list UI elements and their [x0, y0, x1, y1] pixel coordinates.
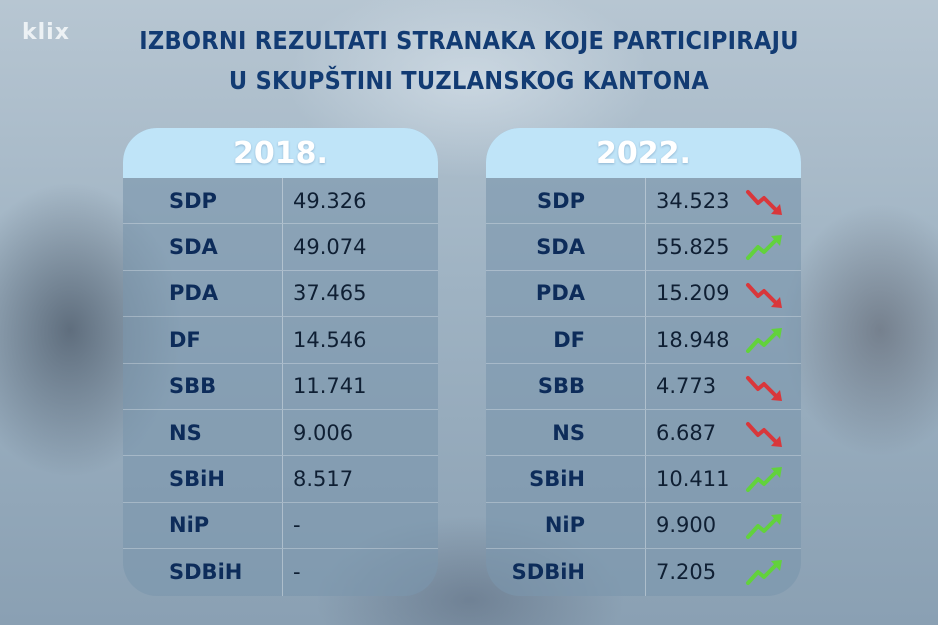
trend-up-arrow-icon	[746, 467, 782, 493]
party-name: NiP	[486, 502, 646, 549]
trend-up-arrow-icon	[746, 560, 782, 586]
party-name: PDA	[123, 270, 283, 317]
party-name: NS	[486, 409, 646, 456]
trend-down-arrow-icon	[746, 282, 782, 308]
party-name: SBB	[123, 363, 283, 409]
party-name: SDA	[486, 224, 646, 270]
table-row: NiP -	[123, 502, 438, 550]
table-row: PDA 15.209	[486, 270, 801, 318]
table-row: SDBiH 7.205	[486, 549, 801, 596]
trend-up-arrow-icon	[746, 235, 782, 261]
party-name: SDP	[486, 178, 646, 224]
party-name: SBiH	[486, 456, 646, 502]
table-row: SDP 49.326	[123, 178, 438, 225]
party-name: SBiH	[123, 456, 283, 502]
trend-down-arrow-icon	[746, 421, 782, 447]
vote-count: 37.465	[293, 281, 367, 306]
party-name: DF	[123, 317, 283, 363]
panel-2018: 2018. SDP 49.326 SDA 49.074 PDA 37.465 DF 14.54…	[123, 128, 438, 596]
table-row: SBiH 10.411	[486, 456, 801, 503]
trend-down-arrow-icon	[746, 190, 782, 215]
table-row: NS 6.687	[486, 409, 801, 457]
table-row: PDA 37.465	[123, 270, 438, 318]
party-name: SBB	[486, 363, 646, 409]
title-line-2: U SKUPŠTINI TUZLANSKOG KANTONA	[228, 66, 710, 95]
klix-logo: klix	[22, 20, 70, 45]
panel-2022-header: 2022.	[486, 128, 801, 178]
party-name: SDP	[123, 178, 283, 224]
vote-count: -	[293, 560, 301, 585]
trend-up-arrow-icon	[746, 328, 782, 354]
party-name: DF	[486, 317, 646, 363]
vote-count: 49.326	[293, 188, 367, 213]
table-row: NiP 9.900	[486, 502, 801, 550]
vote-count: 8.517	[293, 467, 354, 492]
vote-count: 55.825	[656, 235, 730, 260]
table-row: SDA 49.074	[123, 224, 438, 271]
vote-count: 9.900	[656, 513, 717, 538]
panel-2022: 2022. SDP 34.523 SDA 55.825 PDA 15.209 DF 18.94…	[486, 128, 801, 596]
vote-count: 15.209	[656, 281, 730, 306]
trend-down-arrow-icon	[746, 375, 782, 401]
vote-count: 7.205	[656, 560, 717, 585]
vote-count: -	[293, 513, 301, 538]
vote-count: 34.523	[656, 188, 730, 213]
vote-count: 6.687	[656, 420, 717, 445]
party-name: SDBiH	[123, 549, 283, 596]
results-2018-table: SDP 49.326 SDA 49.074 PDA 37.465 DF 14.546 SBB 11…	[123, 178, 438, 596]
vote-count: 11.741	[293, 374, 367, 399]
party-name: NiP	[123, 502, 283, 549]
table-row: SDP 34.523	[486, 178, 801, 225]
table-row: SBB 4.773	[486, 363, 801, 410]
table-row: NS 9.006	[123, 409, 438, 457]
table-row: DF 14.546	[123, 317, 438, 364]
vote-count: 4.773	[656, 374, 717, 399]
vote-count: 14.546	[293, 327, 367, 352]
vote-count: 49.074	[293, 235, 367, 260]
party-name: SDA	[123, 224, 283, 270]
table-row: SDBiH -	[123, 549, 438, 596]
table-row: DF 18.948	[486, 317, 801, 364]
party-name: PDA	[486, 270, 646, 317]
title-line-1: IZBORNI REZULTATI STRANAKA KOJE PARTICIP…	[139, 26, 799, 55]
results-2022-table: SDP 34.523 SDA 55.825 PDA 15.209 DF 18.948 SBB 4.…	[486, 178, 801, 596]
party-name: NS	[123, 409, 283, 456]
vote-count: 9.006	[293, 420, 354, 445]
vote-count: 18.948	[656, 327, 730, 352]
table-row: SBiH 8.517	[123, 456, 438, 503]
panel-2018-header: 2018.	[123, 128, 438, 178]
vote-count: 10.411	[656, 467, 730, 492]
table-row: SDA 55.825	[486, 224, 801, 271]
trend-up-arrow-icon	[746, 513, 782, 539]
party-name: SDBiH	[486, 549, 646, 596]
table-row: SBB 11.741	[123, 363, 438, 410]
